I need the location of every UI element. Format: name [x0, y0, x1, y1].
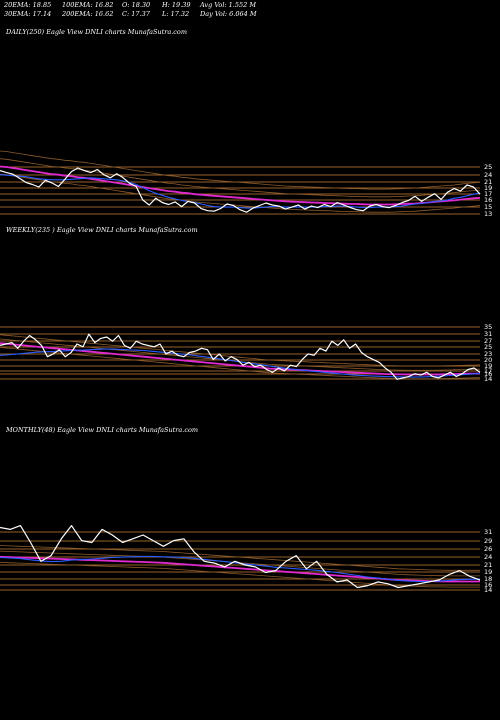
y-tick-label: 31: [484, 330, 492, 338]
y-tick-label: 23: [484, 350, 492, 358]
y-tick-label: 19: [484, 568, 492, 576]
short-ema-line: [0, 174, 481, 209]
y-tick-label: 35: [484, 323, 492, 331]
high-label: H: 19.39: [162, 1, 191, 9]
close-label: C: 17.37: [122, 10, 150, 18]
monthly-panel-title: MONTHLY(48) Eagle View DNLI charts Munaf…: [6, 426, 199, 434]
y-tick-label: 19: [484, 184, 492, 192]
y-tick-label: 17: [484, 367, 492, 375]
y-tick-label: 19: [484, 362, 492, 370]
y-tick-label: 26: [484, 545, 492, 553]
y-tick-label: 24: [484, 171, 492, 179]
ema-band-line: [0, 545, 480, 571]
y-tick-label: 21: [484, 178, 492, 186]
weekly-panel-title: WEEKLY(235 ) Eagle View DNLI charts Muna…: [6, 226, 198, 234]
price-line: [0, 524, 481, 589]
ema200-label: 200EMA: 16.62: [62, 10, 114, 18]
ema-band-line: [0, 562, 480, 588]
ema-band-line: [0, 334, 481, 367]
y-tick-label: 16: [484, 196, 492, 204]
open-label: O: 18.30: [122, 1, 151, 9]
y-tick-label: 20: [484, 356, 492, 364]
y-tick-label: 18: [484, 575, 492, 583]
long-ema-line: [0, 342, 481, 376]
ema30-label: 30EMA: 17.14: [4, 10, 52, 18]
y-tick-label: 31: [484, 528, 492, 536]
dayvol-label: Day Vol: 6.064 M: [200, 10, 257, 18]
ema20-label: 20EMA: 18.85: [4, 1, 52, 9]
y-tick-label: 16: [484, 581, 492, 589]
daily-panel-title: DAILY(250) Eagle View DNLI charts Munafa…: [6, 28, 187, 36]
y-tick-label: 24: [484, 553, 492, 561]
avgvol-label: Avg Vol: 1.552 M: [200, 1, 257, 9]
y-tick-label: 14: [484, 586, 492, 594]
y-tick-label: 13: [484, 210, 492, 218]
ema100-label: 100EMA: 16.82: [62, 1, 114, 9]
y-tick-label: 25: [484, 163, 492, 171]
ema-band-line: [0, 158, 481, 198]
ema-band-line: [0, 150, 481, 190]
y-tick-label: 17: [484, 190, 492, 198]
y-tick-label: 29: [484, 537, 492, 545]
y-tick-label: 15: [484, 203, 492, 211]
long-ema-line: [0, 165, 481, 206]
low-label: L: 17.32: [162, 10, 190, 18]
y-tick-label: 16: [484, 370, 492, 378]
ema-band-line: [0, 173, 481, 213]
price-line: [0, 333, 481, 380]
y-tick-label: 14: [484, 375, 492, 383]
y-tick-label: 27: [484, 337, 492, 345]
y-tick-label: 25: [484, 343, 492, 351]
y-tick-label: 21: [484, 561, 492, 569]
price-line: [0, 167, 481, 213]
